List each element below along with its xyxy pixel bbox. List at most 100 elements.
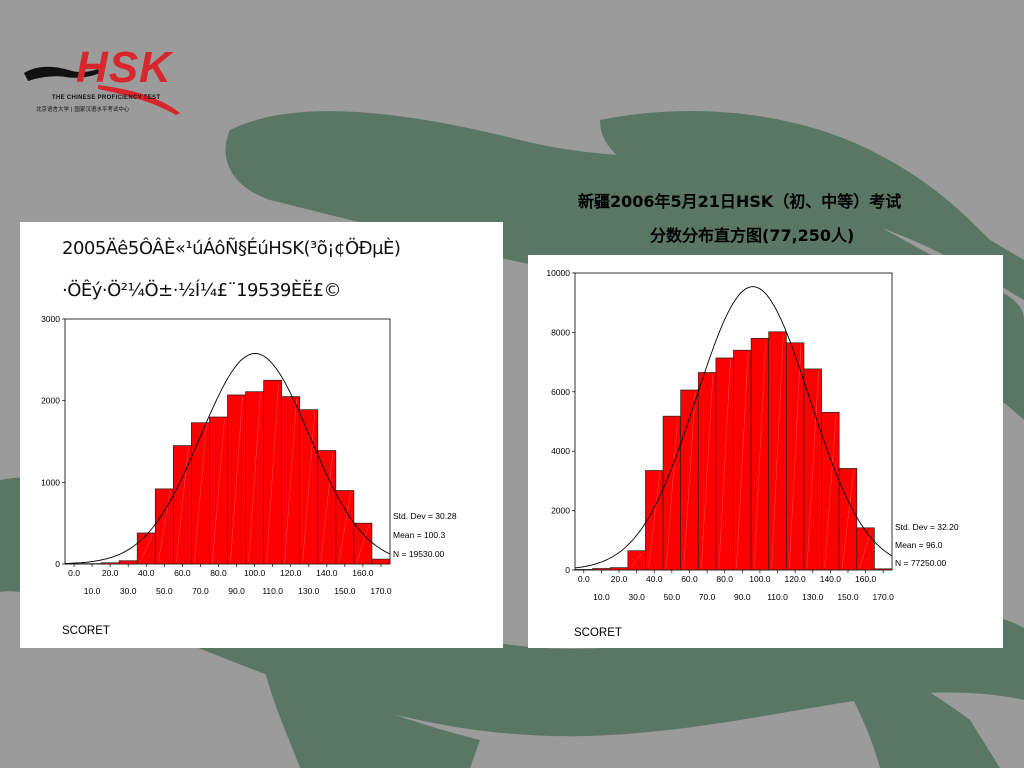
right-heading-line1: 新疆2006年5月21日HSK（初、中等）考试 (578, 192, 902, 211)
x-tick-label: 80.0 (716, 574, 733, 584)
stats-label: Std. Dev = 30.28 (393, 511, 457, 521)
bar-hatch (356, 525, 370, 563)
stats-label: Mean = 100.3 (393, 530, 445, 540)
y-tick-label: 6000 (551, 387, 570, 397)
y-tick-label: 0 (55, 559, 60, 569)
normal-curve (574, 286, 893, 569)
x-tick-label: 20.0 (102, 568, 119, 578)
x-tick-label: 70.0 (192, 586, 209, 596)
bar-hatch (140, 534, 153, 563)
x-tick-label: 60.0 (174, 568, 191, 578)
x-tick-label: 40.0 (646, 574, 663, 584)
bar-hatch (718, 359, 731, 569)
logo-wordmark: HSK (76, 43, 172, 92)
bar-hatch (824, 414, 837, 569)
left-chart-panel: 2005Äê5ÔÂÈ«¹úÁôÑ§ÉúHSK(³õ¡¢ÖÐµÈ) ·ÖÊý·Ö²… (20, 222, 503, 648)
stats-label: Std. Dev = 32.20 (895, 522, 959, 532)
x-tick-label: 30.0 (120, 586, 137, 596)
stats-label: N = 77250.00 (895, 558, 947, 568)
bar-hatch (841, 470, 854, 569)
x-tick-label: 80.0 (210, 568, 227, 578)
y-tick-label: 8000 (551, 327, 570, 337)
histogram-bar (592, 568, 611, 571)
dragon-brush-icon (24, 66, 180, 115)
bar-hatch (683, 392, 696, 569)
bar-hatch (736, 352, 749, 569)
bar-hatch (806, 370, 819, 569)
logo-subtitle-cn: 北京语言大学 | 国家汉语水平考试中心 (36, 107, 130, 113)
bar-hatch (320, 452, 334, 563)
left-chart-title-line2: ·ÖÊý·Ö²¼Ö±·½Í¼£¨19539ÈË£© (62, 280, 342, 301)
histogram-bar (574, 569, 593, 571)
x-tick-label: 100.0 (749, 574, 771, 584)
y-tick-label: 1000 (41, 477, 60, 487)
bar-hatch (648, 472, 661, 569)
y-tick-label: 0 (565, 565, 570, 575)
histogram-bar (118, 560, 138, 565)
histogram-bar (100, 562, 120, 565)
x-tick-label: 70.0 (699, 592, 716, 602)
bar-hatch (284, 398, 297, 563)
bar-hatch (212, 418, 225, 563)
bar-hatch (338, 492, 352, 563)
x-tick-label: 160.0 (855, 574, 877, 584)
x-tick-label: 110.0 (262, 586, 283, 596)
x-axis-label: SCORET (574, 627, 622, 639)
x-tick-label: 170.0 (370, 586, 392, 596)
x-tick-label: 170.0 (873, 592, 895, 602)
x-tick-label: 60.0 (681, 574, 698, 584)
x-tick-label: 90.0 (228, 586, 245, 596)
x-tick-label: 50.0 (664, 592, 681, 602)
bar-hatch (771, 333, 784, 569)
x-axis-label: SCORET (62, 625, 110, 637)
bar-hatch (665, 418, 678, 569)
right-chart-panel: 0 2000 4000 6000 8000 10000 0.0 20.0 40.0 60.0 80.… (528, 255, 1003, 648)
logo-subtitle: THE CHINESE PROFICIENCY TEST (52, 95, 161, 101)
bar-hatch (789, 344, 802, 569)
stats-label: Mean = 96.0 (895, 540, 943, 550)
x-tick-label: 120.0 (784, 574, 806, 584)
right-heading-line2: 分数分布直方图(77,250人) (650, 226, 855, 245)
bar-hatch (194, 424, 207, 563)
histogram-bar (874, 568, 893, 571)
y-tick-label: 10000 (546, 268, 570, 278)
left-histogram: 0 1000 2000 3000 0.0 20.0 40.0 60.0 80.0 100.0 120… (41, 314, 457, 637)
x-tick-label: 90.0 (734, 592, 751, 602)
x-tick-label: 0.0 (578, 574, 590, 584)
y-tick-label: 2000 (551, 506, 570, 516)
bar-hatch (753, 340, 766, 569)
bar-hatch (266, 382, 279, 563)
x-tick-label: 110.0 (767, 592, 788, 602)
histogram-bar (609, 567, 629, 571)
x-tick-label: 40.0 (138, 568, 155, 578)
right-histogram: 0 2000 4000 6000 8000 10000 0.0 20.0 40.0 60.0 80.… (546, 268, 959, 639)
y-tick-label: 3000 (41, 314, 60, 324)
y-tick-label: 4000 (551, 446, 570, 456)
x-tick-label: 150.0 (837, 592, 859, 602)
histogram-bar (371, 558, 391, 565)
bar-hatch (158, 490, 171, 563)
bar-hatch (701, 374, 714, 569)
normal-curve (64, 353, 391, 564)
x-tick-label: 20.0 (611, 574, 628, 584)
y-tick-label: 2000 (41, 396, 60, 406)
x-tick-label: 0.0 (68, 568, 80, 578)
x-tick-label: 150.0 (334, 586, 356, 596)
bar-hatch (176, 447, 189, 563)
hsk-logo: HSK THE CHINESE PROFICIENCY TEST 北京语言大学 … (20, 43, 190, 120)
x-tick-label: 30.0 (628, 592, 645, 602)
x-tick-label: 140.0 (316, 568, 338, 578)
bar-hatch (230, 396, 243, 563)
x-tick-label: 100.0 (244, 568, 266, 578)
bar-hatch (302, 411, 315, 563)
x-tick-label: 130.0 (802, 592, 824, 602)
x-tick-label: 140.0 (820, 574, 842, 584)
left-chart-title-line1: 2005Äê5ÔÂÈ«¹úÁôÑ§ÉúHSK(³õ¡¢ÖÐµÈ) (62, 238, 401, 259)
x-tick-label: 10.0 (593, 592, 610, 602)
x-tick-label: 50.0 (156, 586, 173, 596)
x-tick-label: 120.0 (280, 568, 302, 578)
x-tick-label: 10.0 (84, 586, 101, 596)
bar-hatch (248, 393, 261, 563)
bar-hatch (630, 552, 643, 569)
x-tick-label: 160.0 (352, 568, 374, 578)
